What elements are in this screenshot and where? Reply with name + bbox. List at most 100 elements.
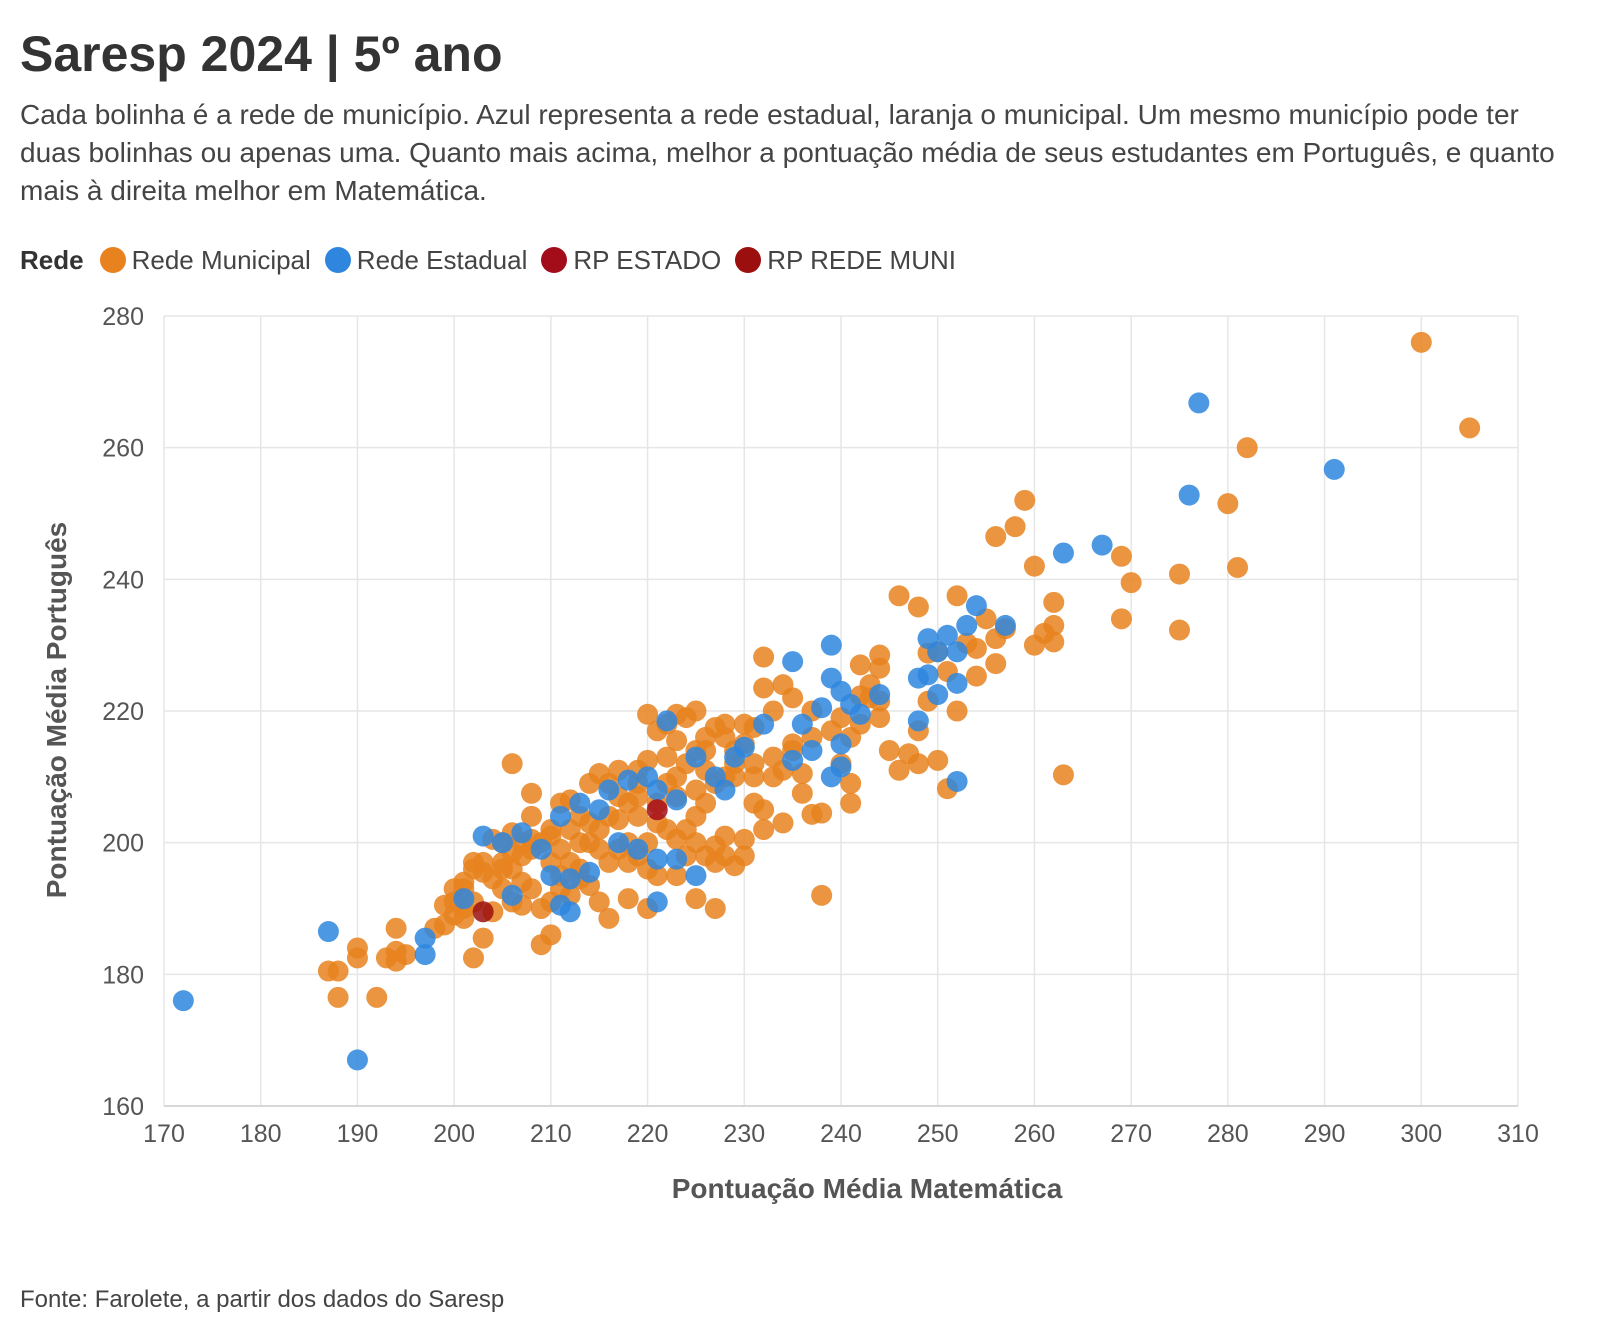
point-rede-estadual[interactable] — [627, 838, 649, 860]
point-rede-municipal[interactable] — [608, 809, 630, 831]
point-rede-municipal[interactable] — [453, 907, 475, 929]
point-rede-municipal[interactable] — [1236, 437, 1258, 459]
point-rede-municipal[interactable] — [588, 891, 610, 913]
point-rede-municipal[interactable] — [762, 746, 784, 768]
point-rede-municipal[interactable] — [627, 786, 649, 808]
point-rede-estadual[interactable] — [791, 713, 813, 735]
point-rede-estadual[interactable] — [472, 825, 494, 847]
point-rede-estadual[interactable] — [617, 769, 639, 791]
point-rede-municipal[interactable] — [588, 819, 610, 840]
point-rede-estadual[interactable] — [927, 684, 949, 706]
point-rede-municipal[interactable] — [965, 637, 987, 659]
point-rede-municipal[interactable] — [1217, 493, 1239, 515]
point-rede-municipal[interactable] — [946, 700, 968, 722]
point-rede-municipal[interactable] — [685, 700, 707, 722]
point-rede-estadual[interactable] — [1323, 458, 1345, 480]
point-rede-estadual[interactable] — [907, 667, 929, 689]
legend-item-rp-estado[interactable]: RP ESTADO — [541, 245, 721, 276]
point-rede-municipal[interactable] — [704, 898, 726, 919]
point-rede-estadual[interactable] — [511, 822, 533, 844]
point-rede-municipal[interactable] — [617, 888, 639, 910]
point-rede-municipal[interactable] — [985, 526, 1007, 548]
point-rede-estadual[interactable] — [550, 805, 572, 827]
point-rede-municipal[interactable] — [501, 753, 523, 775]
point-rede-municipal[interactable] — [762, 766, 784, 788]
point-rede-municipal[interactable] — [869, 707, 891, 729]
point-rede-municipal[interactable] — [385, 917, 407, 939]
point-rede-municipal[interactable] — [375, 947, 397, 969]
point-rede-estadual[interactable] — [685, 746, 707, 768]
point-rede-estadual[interactable] — [782, 651, 804, 673]
point-rede-municipal[interactable] — [714, 726, 736, 748]
point-rede-estadual[interactable] — [346, 1049, 368, 1071]
legend-item-rp-rede-muni[interactable]: RP REDE MUNI — [735, 245, 956, 276]
point-rede-municipal[interactable] — [753, 677, 775, 699]
legend-item-rede-estadual[interactable]: Rede Estadual — [324, 245, 527, 276]
point-rede-estadual[interactable] — [646, 891, 668, 913]
point-rede-estadual[interactable] — [492, 832, 513, 854]
point-rede-municipal[interactable] — [927, 749, 949, 771]
point-rede-estadual[interactable] — [414, 927, 436, 949]
point-rede-estadual[interactable] — [946, 641, 968, 663]
point-rede-municipal[interactable] — [1110, 545, 1132, 567]
point-rede-municipal[interactable] — [1410, 331, 1432, 353]
point-rede-municipal[interactable] — [1004, 516, 1026, 538]
point-rede-municipal[interactable] — [946, 585, 968, 607]
point-rede-municipal[interactable] — [317, 960, 339, 982]
point-rede-estadual[interactable] — [453, 888, 475, 910]
point-rede-estadual[interactable] — [608, 832, 630, 854]
point-rede-municipal[interactable] — [462, 851, 484, 873]
point-rede-municipal[interactable] — [472, 927, 494, 949]
point-rede-municipal[interactable] — [985, 653, 1007, 675]
point-rede-estadual[interactable] — [646, 848, 668, 870]
point-rede-estadual[interactable] — [656, 710, 678, 732]
point-rede-municipal[interactable] — [753, 799, 775, 821]
point-rede-estadual[interactable] — [559, 901, 581, 923]
point-rede-municipal[interactable] — [965, 665, 987, 687]
point-rede-estadual[interactable] — [714, 779, 736, 801]
point-rede-municipal[interactable] — [685, 888, 707, 910]
point-rede-estadual[interactable] — [1091, 534, 1113, 556]
point-rede-estadual[interactable] — [801, 740, 823, 761]
point-rede-municipal[interactable] — [1459, 417, 1481, 439]
point-rede-municipal[interactable] — [1014, 489, 1036, 511]
point-rede-municipal[interactable] — [888, 585, 910, 607]
point-rede-estadual[interactable] — [646, 779, 668, 801]
point-rede-municipal[interactable] — [327, 986, 349, 1008]
point-rede-estadual[interactable] — [946, 672, 968, 694]
point-rede-estadual[interactable] — [956, 614, 978, 636]
point-rede-municipal[interactable] — [395, 944, 417, 966]
point-rede-municipal[interactable] — [346, 947, 368, 969]
point-rede-municipal[interactable] — [782, 687, 804, 709]
point-rp-rede-muni[interactable] — [472, 901, 494, 923]
point-rede-municipal[interactable] — [569, 832, 591, 854]
point-rede-municipal[interactable] — [656, 746, 678, 768]
point-rede-municipal[interactable] — [685, 779, 707, 801]
point-rp-estado[interactable] — [646, 799, 668, 821]
point-rede-municipal[interactable] — [1023, 634, 1045, 656]
point-rede-estadual[interactable] — [540, 865, 562, 887]
point-rede-municipal[interactable] — [521, 782, 543, 804]
point-rede-municipal[interactable] — [588, 763, 610, 785]
point-rede-estadual[interactable] — [579, 861, 601, 883]
point-rede-estadual[interactable] — [172, 990, 194, 1012]
point-rede-municipal[interactable] — [666, 828, 688, 850]
point-rede-municipal[interactable] — [840, 792, 862, 814]
point-rede-municipal[interactable] — [627, 805, 649, 827]
point-rede-estadual[interactable] — [927, 641, 949, 663]
point-rede-municipal[interactable] — [791, 782, 813, 804]
point-rede-estadual[interactable] — [598, 779, 620, 801]
point-rede-municipal[interactable] — [521, 805, 543, 827]
point-rede-municipal[interactable] — [637, 703, 659, 725]
point-rede-estadual[interactable] — [588, 799, 610, 821]
point-rede-estadual[interactable] — [849, 703, 871, 725]
point-rede-estadual[interactable] — [685, 865, 707, 887]
point-rede-estadual[interactable] — [666, 848, 688, 870]
point-rede-municipal[interactable] — [666, 865, 688, 887]
point-rede-municipal[interactable] — [733, 828, 755, 850]
point-rede-estadual[interactable] — [666, 789, 688, 811]
point-rede-municipal[interactable] — [907, 753, 929, 775]
point-rede-municipal[interactable] — [753, 819, 775, 840]
point-rede-municipal[interactable] — [530, 898, 552, 919]
point-rede-municipal[interactable] — [1043, 591, 1065, 613]
